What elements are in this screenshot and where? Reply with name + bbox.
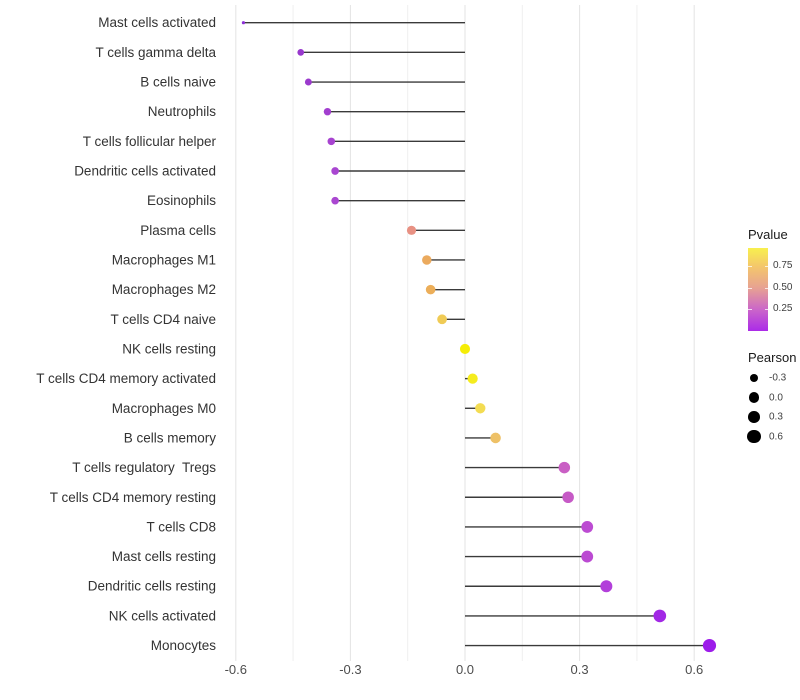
y-axis-label: Eosinophils (147, 193, 216, 208)
y-axis-label: T cells CD4 memory activated (36, 371, 216, 386)
lollipop-dot (600, 580, 613, 593)
y-axis-label: T cells follicular helper (83, 134, 217, 149)
y-axis-label: Mast cells activated (98, 15, 216, 30)
lollipop-dot (490, 432, 501, 444)
y-axis-label: T cells CD4 naive (110, 312, 216, 327)
y-axis-label: Dendritic cells resting (88, 579, 216, 594)
y-axis-label: Macrophages M1 (112, 252, 216, 267)
lollipop-dot (425, 284, 436, 295)
lollipop-dot (297, 49, 305, 56)
lollipop-dot (241, 21, 246, 25)
lollipop-dot (331, 167, 339, 175)
y-axis-label: NK cells activated (109, 608, 216, 623)
lollipop-dot (653, 609, 667, 623)
y-axis-label: Neutrophils (148, 104, 217, 119)
y-axis-label: T cells CD8 (146, 519, 216, 534)
lollipop-dot (475, 403, 486, 414)
y-axis-label: Mast cells resting (112, 549, 216, 564)
lollipop-dot (327, 137, 336, 146)
lollipop-dot (702, 638, 717, 653)
lollipop-dot (422, 255, 432, 265)
y-axis-label: Macrophages M2 (112, 282, 216, 297)
y-axis-label: Plasma cells (140, 223, 216, 238)
lollipop-dot (437, 314, 447, 325)
lollipop-dot (558, 461, 571, 474)
lollipop-dot (581, 550, 594, 563)
y-axis-label: B cells memory (124, 430, 217, 445)
lollipop-dot (323, 107, 332, 116)
y-axis-label: Macrophages M0 (112, 401, 216, 416)
y-axis-label: Monocytes (151, 638, 217, 653)
x-tick-label: -0.6 (225, 662, 247, 677)
x-tick-label: 0.6 (685, 662, 703, 677)
lollipop-dot (331, 196, 339, 205)
y-axis-label: B cells naive (140, 75, 216, 90)
y-axis-label: NK cells resting (122, 341, 216, 356)
lollipop-dot (304, 78, 312, 86)
lollipop-dot (467, 373, 478, 384)
y-axis-label: Dendritic cells activated (74, 164, 216, 179)
y-axis-label: T cells CD4 memory resting (50, 490, 216, 505)
lollipop-dot (581, 521, 594, 533)
y-axis-label: T cells regulatory Tregs (72, 460, 216, 475)
lollipop-dot (406, 225, 417, 235)
x-tick-label: 0.0 (456, 662, 474, 677)
lollipop-dot (459, 343, 471, 355)
x-tick-label: 0.3 (571, 662, 589, 677)
x-tick-label: -0.3 (339, 662, 361, 677)
lollipop-dot (562, 491, 574, 504)
y-axis-label: T cells gamma delta (95, 45, 216, 60)
